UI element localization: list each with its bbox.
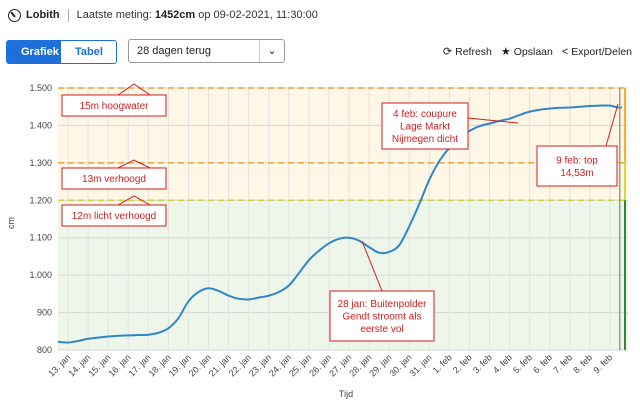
share-icon: < — [561, 45, 569, 58]
annotation: 15m hoogwater — [61, 83, 167, 117]
y-tick-label: 900 — [37, 308, 52, 318]
annotation-text: 9 feb: top — [556, 155, 598, 166]
y-tick-label: 1.500 — [29, 83, 52, 93]
annotation-text: 13m verhoogd — [82, 174, 146, 185]
annotation-text: eerste vol — [360, 324, 403, 335]
range-select-value: 28 dagen terug — [137, 45, 212, 57]
gauge-icon — [8, 8, 21, 22]
annotation: 12m licht verhoogd — [61, 195, 167, 227]
x-tick-label: 7. feb — [551, 352, 574, 375]
annotation: 13m verhoogd — [61, 159, 167, 190]
x-tick-label: 9. feb — [591, 352, 614, 375]
last-measurement-value: 1452cm — [154, 9, 196, 21]
x-tick-label: 4. feb — [491, 352, 514, 375]
export-label: Export/Delen — [571, 45, 632, 58]
annotation-text: Gendt stroomt als — [343, 312, 422, 323]
export-button[interactable]: < Export/Delen — [562, 45, 632, 58]
y-tick-labels: 800 900 1.000 1.100 1.200 1.300 1.400 1.500 — [29, 83, 52, 355]
annotation-box — [61, 204, 167, 227]
y-axis-label: cm — [6, 217, 16, 229]
annotation-box — [61, 94, 167, 117]
annotation-box — [61, 167, 167, 190]
last-measurement-datetime: op 09-02-2021, 11:30:00 — [198, 9, 318, 21]
y-tick-label: 1.100 — [29, 233, 52, 243]
annotation-text: Nijmegen dicht — [392, 134, 458, 145]
annotation-pointer — [117, 195, 151, 206]
annotation-pointer — [117, 159, 151, 169]
save-label: Opslaan — [513, 45, 553, 58]
x-tick-label: 5. feb — [511, 352, 534, 375]
annotation-box — [329, 290, 435, 342]
threshold-lines — [58, 87, 628, 202]
water-level-line[interactable] — [57, 104, 623, 344]
chart-actions: ⟳ Refresh ★ Opslaan < Export/Delen — [434, 45, 632, 59]
annotation-pointer — [605, 103, 619, 147]
status-bar-orange — [624, 88, 626, 163]
annotation-box — [536, 145, 618, 187]
annotation-pointer — [117, 83, 151, 96]
annotation-pointer — [467, 117, 519, 124]
annotation-text: 15m hoogwater — [80, 101, 150, 112]
refresh-button[interactable]: ⟳ Refresh — [442, 45, 492, 59]
y-tick-label: 1.300 — [29, 158, 52, 168]
annotation-text: 12m licht verhoogd — [72, 211, 157, 222]
refresh-icon: ⟳ — [442, 46, 453, 58]
x-tick-label: 2. feb — [451, 352, 474, 375]
tab-graph[interactable]: Grafiek — [7, 41, 61, 63]
station-header: Lobith Laatste meting: 1452cm op 09-02-2… — [8, 6, 318, 24]
annotation-text: Lage Markt — [400, 122, 450, 133]
last-measurement-label: Laatste meting: — [76, 9, 152, 21]
annotation: 28 jan: Buitenpolder Gendt stroomt alseer… — [329, 240, 435, 342]
x-tick-label: 3. feb — [471, 352, 494, 375]
chevron-down-icon[interactable]: ⌄ — [259, 40, 284, 62]
annotation-box — [381, 102, 469, 150]
star-icon: ★ — [500, 46, 511, 58]
x-tick-label: 6. feb — [531, 352, 554, 375]
header-divider — [67, 8, 69, 22]
tab-table[interactable]: Tabel — [61, 41, 116, 63]
y-tick-label: 800 — [37, 345, 52, 355]
view-toggle: Grafiek Tabel — [6, 40, 117, 64]
annotation: 9 feb: top 14,53m — [536, 103, 619, 187]
station-name: Lobith — [26, 9, 60, 21]
y-tick-label: 1.400 — [29, 120, 52, 130]
x-tick-label: 1. feb — [431, 352, 454, 375]
annotation-text: 28 jan: Buitenpolder — [338, 299, 428, 310]
y-tick-label: 1.000 — [29, 270, 52, 280]
status-bars — [619, 88, 626, 350]
annotation-pointer — [361, 240, 383, 292]
annotations: 15m hoogwater 13m verhoogd 12m licht verho… — [61, 83, 619, 342]
current-time-line — [619, 88, 621, 350]
annotation-text: 4 feb: coupure — [393, 109, 457, 120]
status-bar-yellow — [624, 162, 626, 201]
range-select[interactable]: 28 dagen terug ⌄ — [128, 39, 285, 63]
status-bar-green — [624, 200, 626, 350]
x-tick-label: 8. feb — [571, 352, 594, 375]
y-tick-label: 1.200 — [29, 195, 52, 205]
x-tick-label: 31. jan — [408, 352, 434, 378]
x-axis-label: Tijd — [339, 389, 353, 399]
save-button[interactable]: ★ Opslaan — [500, 45, 553, 59]
annotation-text: 14,53m — [560, 168, 593, 179]
refresh-label: Refresh — [455, 45, 492, 58]
